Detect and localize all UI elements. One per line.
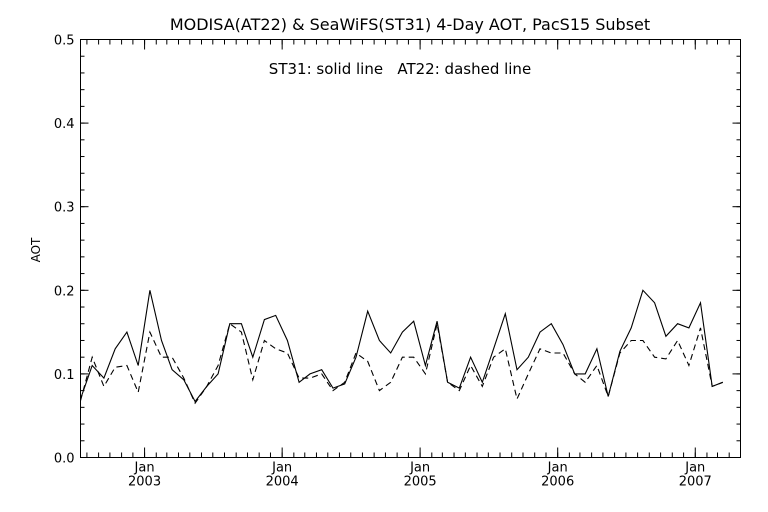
series-group [79,289,723,405]
y-axis-label: AOT [29,237,43,262]
y-tick-label: 0.5 [54,34,75,49]
plot-frame [80,39,741,458]
chart-annotation: ST31: solid line AT22: dashed line [269,60,531,78]
x-tick-month-label: Jan [271,461,292,476]
y-tick-label: 0.1 [54,368,75,383]
chart-title: MODISA(AT22) & SeaWiFS(ST31) 4-Day AOT, … [170,15,650,34]
x-tick-month-label: Jan [134,461,155,476]
series-line-dashed [79,322,723,405]
x-tick-year-label: 2005 [404,475,437,490]
x-tick-year-label: 2003 [128,475,161,490]
x-tick-year-label: 2006 [541,475,574,490]
y-tick-label: 0.0 [54,452,75,467]
y-tick-label: 0.2 [54,284,75,299]
y-tick-label: 0.4 [54,117,75,132]
y-tick-label: 0.3 [54,201,75,216]
x-tick-month-label: Jan [684,461,705,476]
x-tick-year-label: 2007 [679,475,712,490]
x-tick-month-label: Jan [409,461,430,476]
y-axis: 0.0 0.1 0.2 0.3 0.4 0.5 [54,34,741,467]
x-tick-month-label: Jan [547,461,568,476]
x-tick-year-label: 2004 [266,475,299,490]
